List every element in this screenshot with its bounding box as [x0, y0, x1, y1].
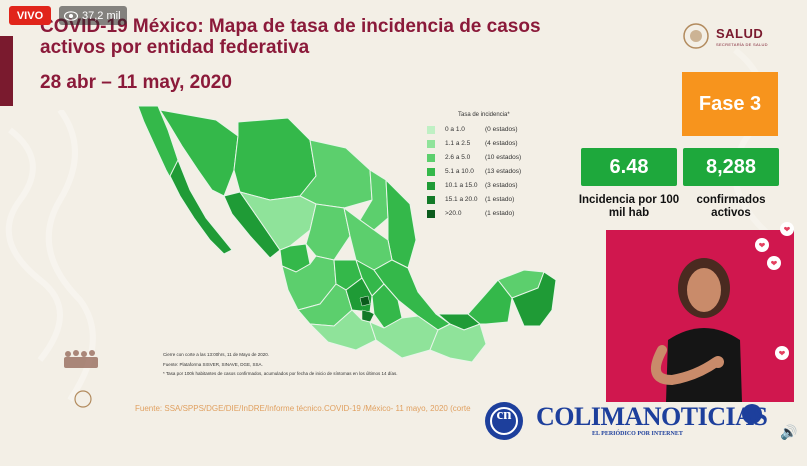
- map-region-quintana-roo: [511, 271, 557, 327]
- legend-item: 15.1 a 20.0 (1 estado): [427, 194, 514, 205]
- legend-swatch: [427, 195, 435, 204]
- salud-logo-text: SALUD: [716, 26, 764, 41]
- map-region-cdmx: [359, 295, 371, 307]
- legend-range: 10.1 a 15.0: [445, 182, 478, 189]
- map-region-chiapas: [429, 323, 487, 363]
- legend-item: 2.6 a 5.0 (10 estados): [427, 152, 521, 163]
- legend-item: 1.1 a 2.5 (4 estados): [427, 138, 518, 149]
- legend-swatch: [427, 181, 435, 190]
- legend-range: 5.1 a 10.0: [445, 168, 474, 175]
- live-badge: VIVO: [9, 6, 51, 25]
- map-region-baja-california-sur: [169, 158, 233, 255]
- interpreter-figure-icon: [650, 258, 742, 402]
- map-note-cutoff: Cierre con corte a las 13:00hrs, 11 de M…: [163, 352, 269, 357]
- map-region-zacatecas: [305, 203, 351, 261]
- legend-count: (1 estado): [485, 196, 515, 203]
- legend-count: (10 estados): [485, 154, 522, 161]
- seal-icon: [74, 390, 92, 408]
- legend-count: (0 estados): [485, 126, 518, 133]
- legend-swatch: [427, 167, 435, 176]
- legend-item: 0 a 1.0 (0 estados): [427, 124, 518, 135]
- legend-range: 0 a 1.0: [445, 126, 465, 133]
- active-cases-value: 8,288: [683, 148, 779, 186]
- page-title: COVID-19 México: Mapa de tasa de inciden…: [40, 16, 541, 58]
- salud-logo-icon: [683, 23, 709, 49]
- viewer-count: 37,2 mil: [59, 6, 127, 25]
- map-region-chihuahua: [233, 117, 317, 201]
- map-region-morelos: [361, 309, 375, 323]
- legend-count: (1 estado): [485, 210, 515, 217]
- eye-icon: [64, 10, 78, 21]
- incidence-value: 6.48: [581, 148, 677, 186]
- legend-item: >20.0 (1 estado): [427, 208, 514, 219]
- legend-item: 5.1 a 10.0 (13 estados): [427, 166, 521, 177]
- map-region-sonora: [158, 109, 239, 197]
- legend-range: 15.1 a 20.0: [445, 196, 478, 203]
- colimanoticias-logo-icon: [485, 402, 762, 440]
- map-region-campeche: [467, 279, 513, 325]
- brand-tagline: EL PERIÓDICO POR INTERNET: [592, 431, 683, 437]
- legend-count: (13 estados): [485, 168, 522, 175]
- heart-reaction-icon: ❤: [755, 238, 769, 252]
- incidence-label: Incidencia por 100 mil hab: [578, 194, 680, 219]
- historic-figures-icon: [64, 350, 98, 368]
- legend-range: 1.1 a 2.5: [445, 140, 471, 147]
- decorative-pattern-left: [5, 110, 96, 402]
- legend-swatch: [427, 139, 435, 148]
- date-range: 28 abr – 11 may, 2020: [40, 72, 232, 93]
- salud-logo-subtitle: SECRETARÍA DE SALUD: [716, 42, 768, 47]
- heart-reaction-icon: ❤: [767, 256, 781, 270]
- volume-icon[interactable]: 🔊: [780, 424, 798, 440]
- legend-range: >20.0: [445, 210, 462, 217]
- brand-name: COLIMANOTICIAS: [536, 402, 768, 431]
- active-cases-label: confirmados activos: [696, 194, 766, 219]
- legend-swatch: [427, 209, 435, 218]
- legend-swatch: [427, 153, 435, 162]
- legend-swatch: [427, 125, 435, 134]
- legend-count: (4 estados): [485, 140, 518, 147]
- heart-reaction-icon: ❤: [780, 222, 794, 236]
- map-note-source: Fuente: Plataforma SISVER, SINAVE, DGE, …: [163, 362, 263, 367]
- legend-title: Tasa de incidencia*: [458, 112, 510, 118]
- footer-source: Fuente: SSA/SPPS/DGE/DIE/InDRE/Informe t…: [135, 404, 471, 413]
- heart-reaction-icon: ❤: [775, 346, 789, 360]
- legend-range: 2.6 a 5.0: [445, 154, 471, 161]
- brand-initials: cn: [496, 407, 512, 423]
- left-accent-bar: [0, 36, 13, 106]
- mexico-incidence-map: [137, 105, 557, 363]
- legend-count: (3 estados): [485, 182, 518, 189]
- map-note-footnote: * Tasa por 100k habitantes de casos conf…: [163, 371, 398, 376]
- viewer-count-value: 37,2 mil: [82, 9, 121, 22]
- phase-badge: Fase 3: [682, 72, 778, 136]
- legend-item: 10.1 a 15.0 (3 estados): [427, 180, 518, 191]
- sign-language-interpreter-video: [606, 230, 794, 402]
